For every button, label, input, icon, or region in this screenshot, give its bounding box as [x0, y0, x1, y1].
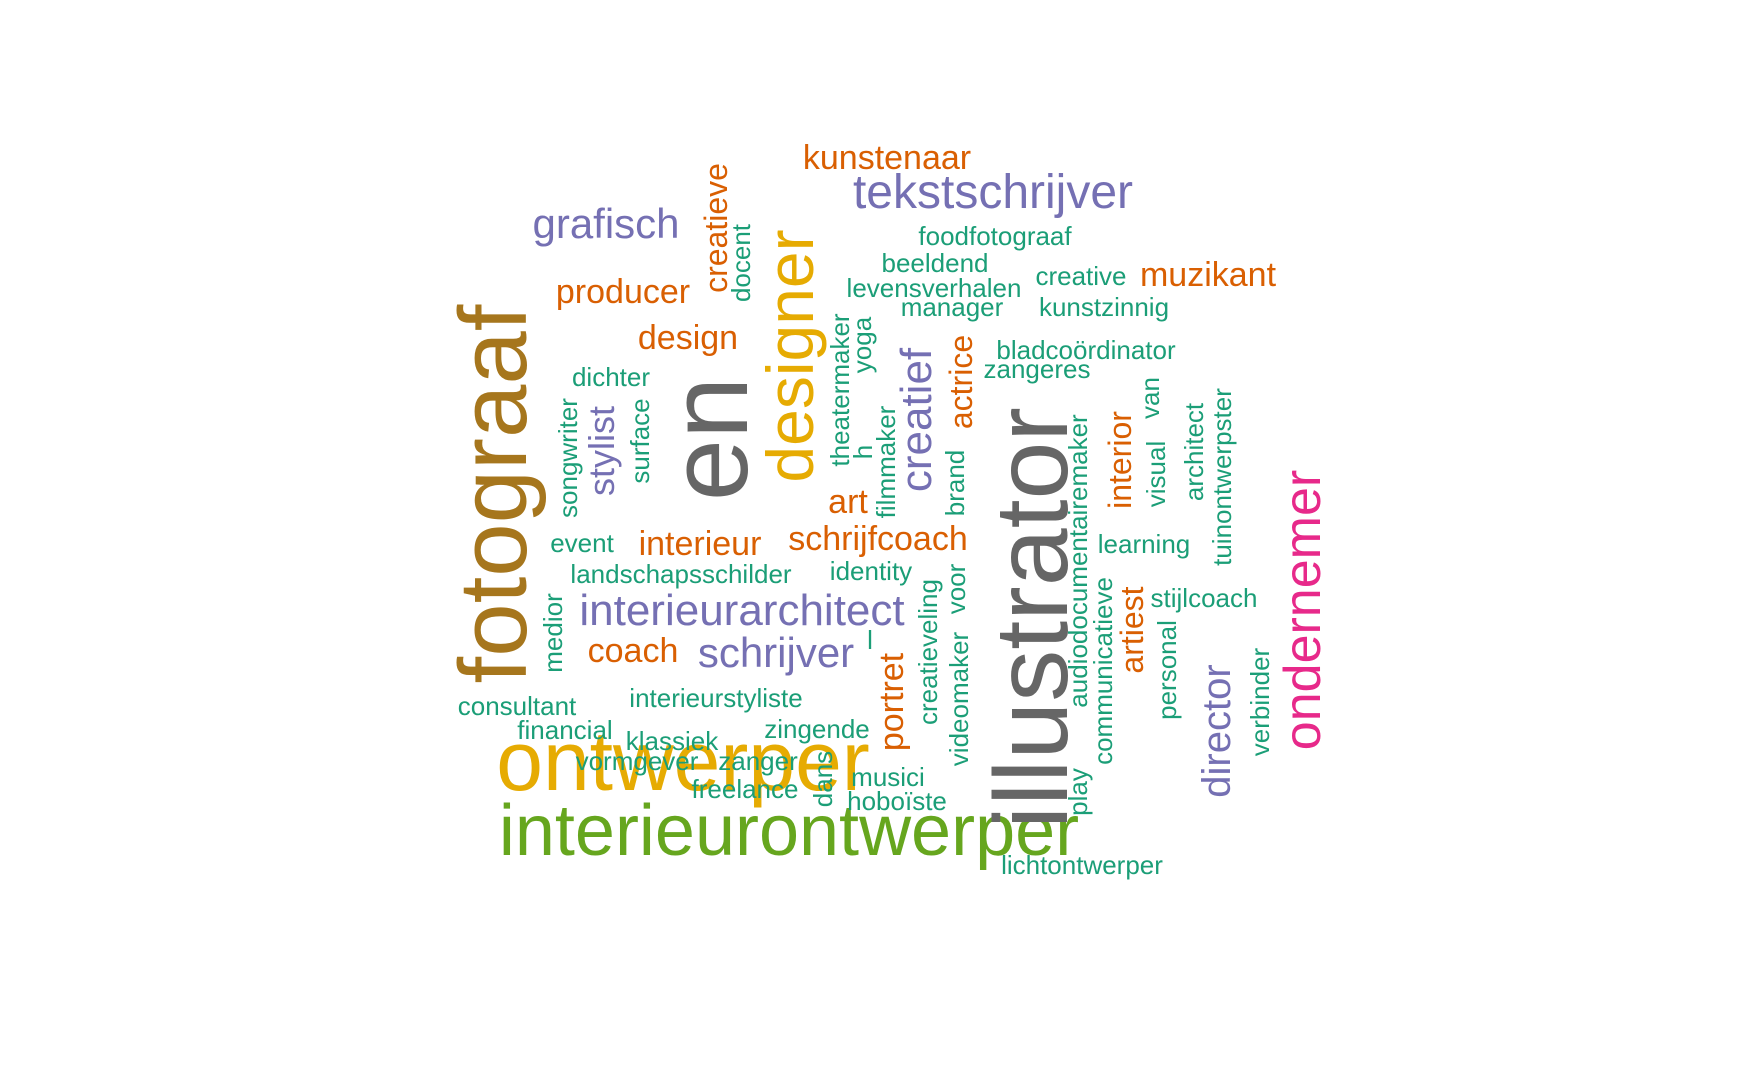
word-interior: interior — [1102, 411, 1138, 509]
word-medior: medior — [538, 593, 568, 673]
word-verbinder: verbinder — [1245, 647, 1275, 757]
word-interieurontwerper: interieurontwerper — [498, 791, 1080, 871]
word-van: van — [1135, 377, 1165, 419]
word-freelance: freelance — [691, 774, 799, 804]
word-zanger: zanger — [718, 746, 798, 776]
word-interieurstyliste: interieurstyliste — [629, 683, 803, 713]
word-voor: voor — [941, 563, 971, 615]
word-architect: architect — [1179, 402, 1209, 502]
word-fotograaf: fotograaf — [440, 304, 547, 684]
word-filmmaker: filmmaker — [871, 405, 901, 519]
word-hoboiste: hoboïste — [847, 786, 947, 816]
word-docent: docent — [726, 223, 756, 303]
word-tekstschrijver: tekstschrijver — [852, 166, 1134, 219]
word-beeldend: beeldend — [881, 248, 989, 278]
word-foodfotograaf: foodfotograaf — [918, 221, 1072, 251]
word-visual: visual — [1141, 440, 1171, 508]
word-brand: brand — [940, 449, 970, 517]
word-ontwerper: ontwerper — [496, 714, 870, 808]
word-consultant: consultant — [457, 691, 577, 721]
word-play: play — [1063, 768, 1093, 816]
word-yoga: yoga — [847, 316, 877, 374]
word-h: h — [848, 444, 878, 460]
word-levensverhalen: levensverhalen — [846, 273, 1022, 303]
word-stijlcoach: stijlcoach — [1150, 583, 1258, 613]
word-musici: musici — [851, 762, 925, 792]
word-communicatieve: communicatieve — [1088, 577, 1118, 765]
word-ondernemer: ondernemer — [1274, 469, 1332, 751]
word-surface: surface — [625, 398, 655, 484]
word-interieur: interieur — [638, 525, 762, 563]
word-learning: learning — [1097, 529, 1191, 559]
word-personal: personal — [1152, 620, 1182, 720]
word-l: l — [867, 625, 873, 655]
word-vormgever: vormgever — [575, 746, 699, 776]
word-zingende: zingende — [764, 714, 870, 744]
word-kunstenaar: kunstenaar — [802, 139, 972, 177]
word-art: art — [828, 483, 868, 521]
word-klassiek: klassiek — [625, 726, 719, 756]
word-interieurarchitect: interieurarchitect — [579, 586, 905, 635]
word-schrijfcoach: schrijfcoach — [788, 520, 968, 558]
word-artiest: artiest — [1114, 586, 1150, 674]
word-creatief: creatief — [892, 347, 941, 493]
word-creatieveling: creatieveling — [913, 579, 943, 725]
word-lichtontwerper: lichtontwerper — [1001, 850, 1163, 880]
word-en: en — [646, 376, 771, 502]
word-schrijver: schrijver — [697, 629, 855, 676]
word-zangeres: zangeres — [983, 354, 1091, 384]
word-producer: producer — [555, 273, 691, 311]
word-grafisch: grafisch — [532, 200, 680, 247]
word-kunstzinnig: kunstzinnig — [1038, 292, 1170, 322]
word-director: director — [1195, 664, 1239, 798]
word-event: event — [550, 528, 614, 558]
word-design: design — [637, 319, 739, 357]
word-videomaker: videomaker — [944, 631, 974, 767]
word-muzikant: muzikant — [1139, 256, 1277, 294]
word-identity: identity — [829, 556, 913, 586]
word-bladcoordinator: bladcoördinator — [996, 335, 1176, 365]
word-stylist: stylist — [581, 406, 622, 496]
word-dichter: dichter — [571, 362, 651, 392]
word-songwriter: songwriter — [553, 398, 583, 518]
word-coach: coach — [587, 632, 679, 670]
word-actrice: actrice — [943, 334, 979, 430]
word-financial: financial — [517, 715, 613, 745]
word-portret: portret — [873, 652, 911, 752]
word-tuinontwerpster: tuinontwerpster — [1207, 388, 1237, 566]
word-landschapsschilder: landschapsschilder — [570, 559, 792, 589]
word-dans: dans — [808, 750, 838, 808]
word-designer: designer — [753, 229, 827, 483]
word-creative: creative — [1035, 261, 1127, 291]
word-manager: manager — [900, 292, 1004, 322]
